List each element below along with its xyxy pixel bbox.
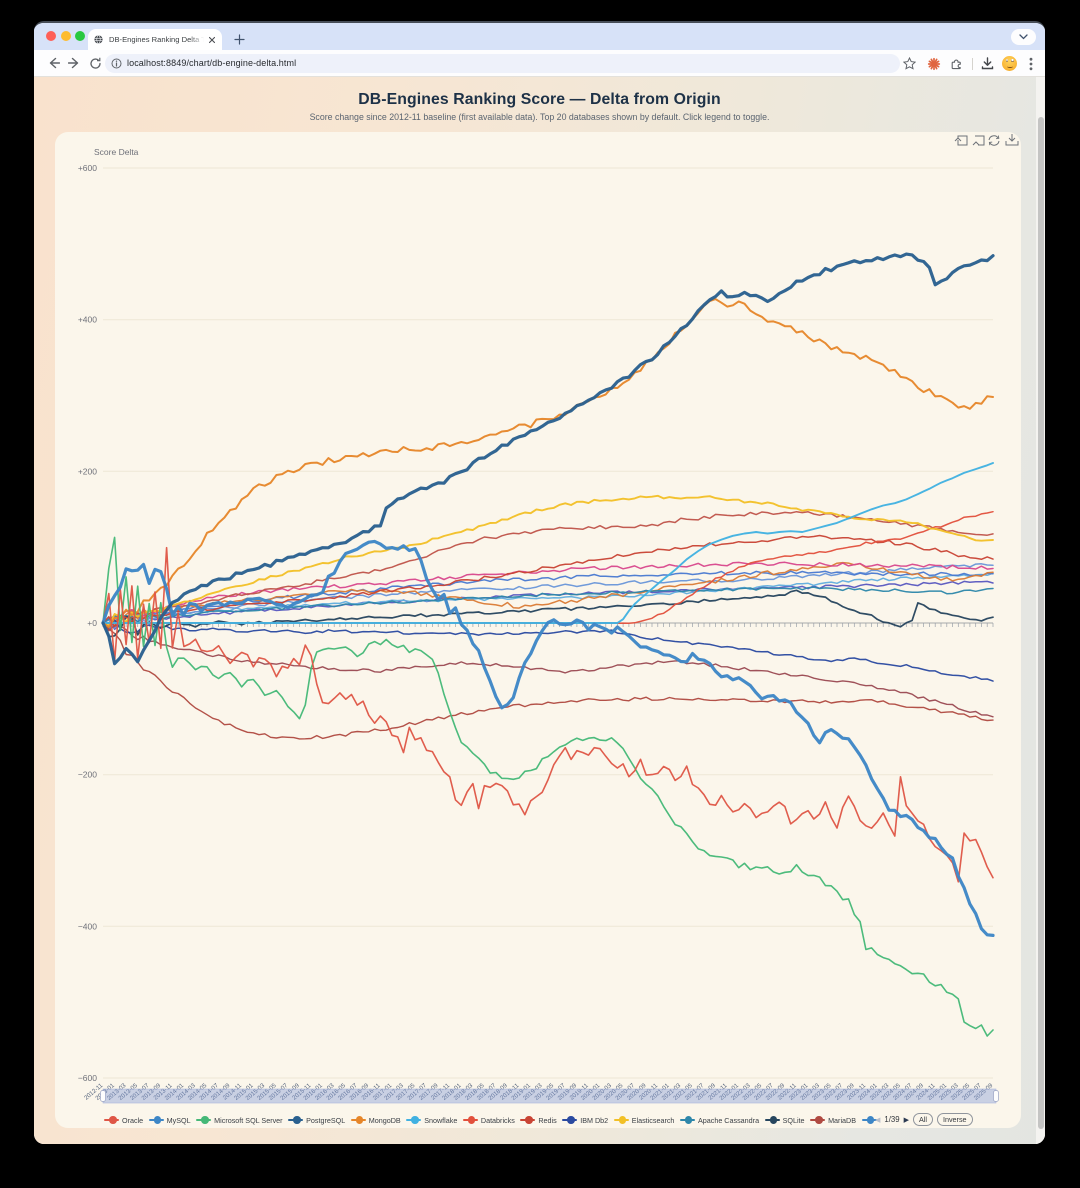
svg-text:−600: −600 — [78, 1073, 97, 1083]
svg-text:+0: +0 — [87, 618, 97, 628]
svg-text:+400: +400 — [78, 315, 97, 325]
svg-text:−200: −200 — [78, 770, 97, 780]
svg-text:+200: +200 — [78, 466, 97, 476]
svg-text:+600: +600 — [78, 163, 97, 173]
svg-text:−400: −400 — [78, 921, 97, 931]
svg-text:Score Delta: Score Delta — [94, 147, 139, 157]
